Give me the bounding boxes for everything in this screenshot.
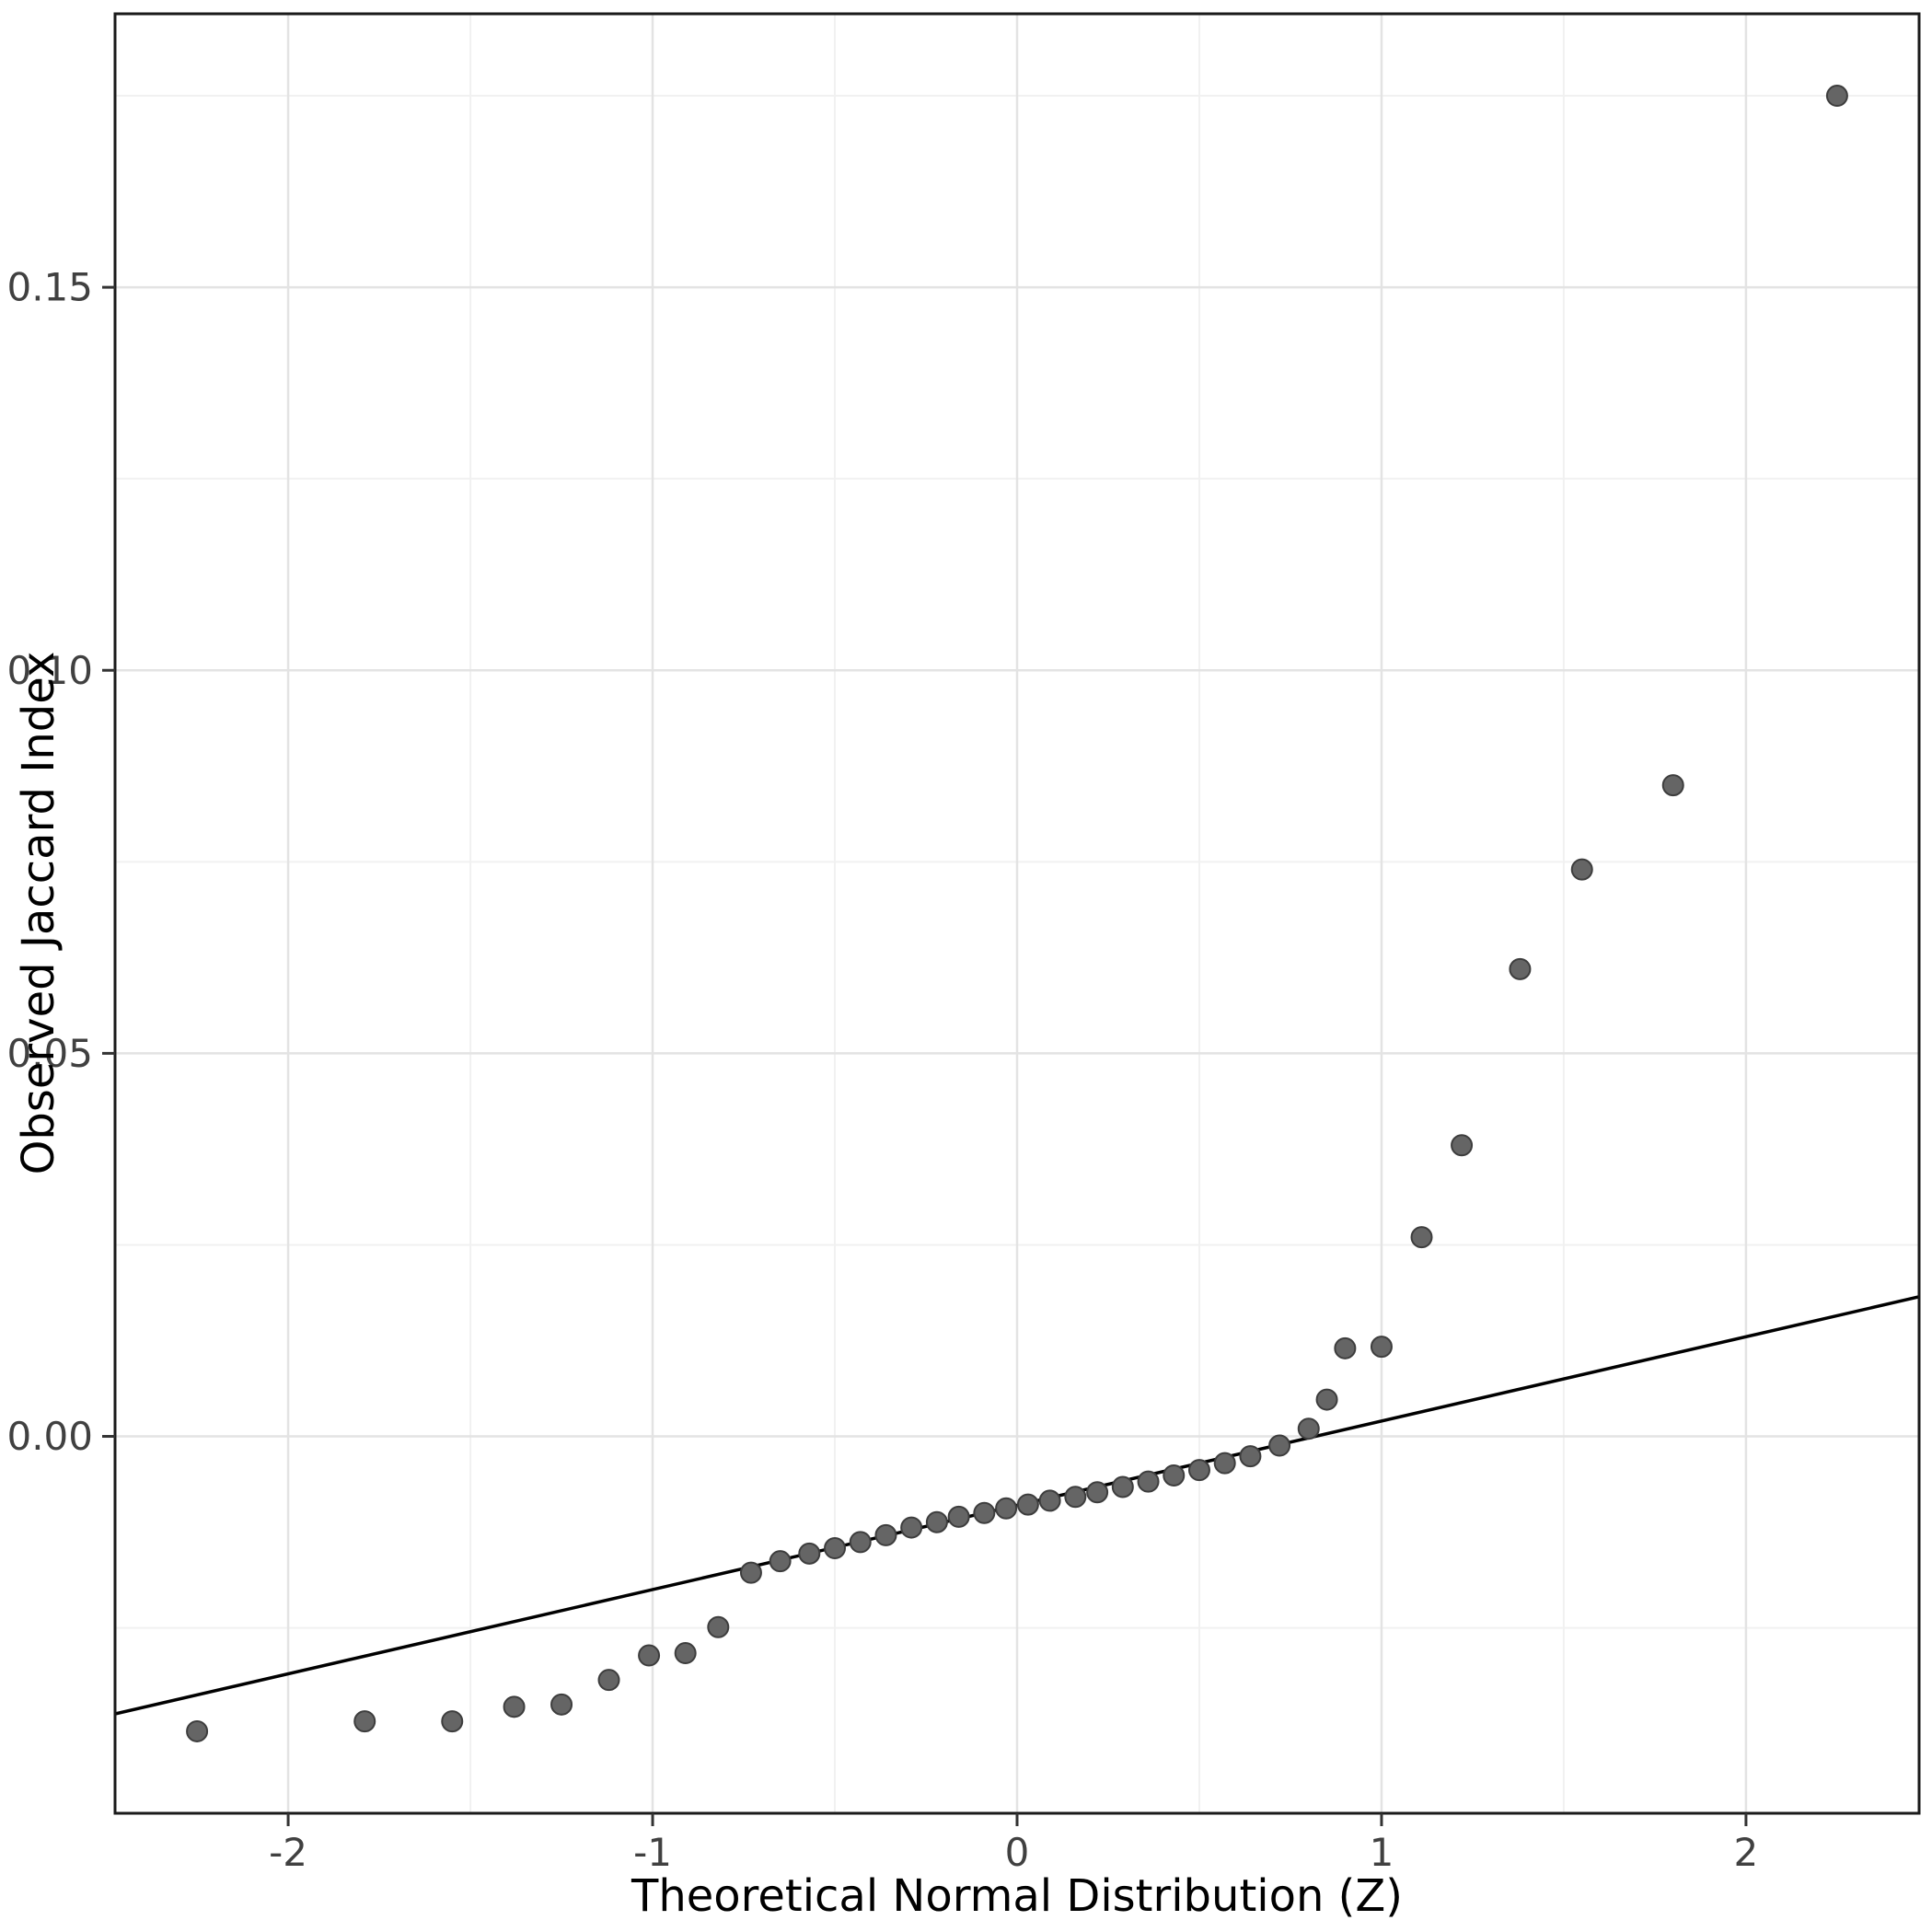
data-point <box>1137 1470 1160 1493</box>
y-tick-label: 0.00 <box>6 1414 93 1459</box>
data-point <box>1187 1459 1210 1482</box>
data-point <box>503 1695 526 1718</box>
data-point <box>1038 1489 1061 1512</box>
x-tick-label: -1 <box>633 1830 672 1875</box>
data-point <box>1268 1434 1291 1457</box>
y-tick-label: 0.05 <box>6 1031 93 1076</box>
data-point <box>947 1505 970 1528</box>
data-point <box>1661 774 1684 797</box>
data-point <box>824 1537 847 1560</box>
data-point <box>1016 1493 1039 1516</box>
x-tick-label: 2 <box>1734 1830 1759 1875</box>
y-axis-title: Observed Jaccard Index <box>13 651 64 1175</box>
y-tick-label: 0.10 <box>6 648 93 693</box>
x-axis-title: Theoretical Normal Distribution (Z) <box>631 1870 1403 1922</box>
data-point <box>638 1644 661 1667</box>
data-point <box>1239 1445 1262 1468</box>
data-point <box>1570 858 1593 881</box>
data-point <box>597 1669 620 1692</box>
data-point <box>1825 85 1848 108</box>
data-point <box>1086 1481 1109 1504</box>
data-point <box>739 1561 762 1584</box>
x-tick-label: 0 <box>1005 1830 1030 1875</box>
data-point <box>186 1719 209 1742</box>
data-point <box>441 1710 464 1733</box>
data-point <box>925 1510 948 1533</box>
data-point <box>1111 1475 1134 1498</box>
data-point <box>1410 1226 1433 1249</box>
data-point <box>1509 957 1532 980</box>
data-point <box>707 1615 730 1638</box>
data-point <box>674 1642 697 1665</box>
data-point <box>1315 1388 1338 1411</box>
data-point <box>849 1531 872 1554</box>
x-tick-label: 1 <box>1370 1830 1394 1875</box>
data-point <box>1297 1417 1320 1440</box>
data-point <box>1451 1134 1474 1157</box>
data-point <box>798 1542 821 1565</box>
data-point <box>1334 1336 1357 1359</box>
data-point <box>1213 1452 1236 1475</box>
data-point <box>1370 1336 1393 1359</box>
data-point <box>353 1710 376 1733</box>
data-point <box>1163 1463 1186 1487</box>
data-point <box>874 1523 897 1546</box>
data-point <box>995 1497 1018 1520</box>
data-point <box>973 1501 996 1524</box>
y-tick-label: 0.15 <box>6 265 93 310</box>
x-tick-label: -2 <box>269 1830 307 1875</box>
data-point <box>769 1550 792 1573</box>
data-point <box>550 1693 573 1716</box>
data-point <box>1064 1486 1087 1509</box>
data-point <box>900 1516 923 1539</box>
